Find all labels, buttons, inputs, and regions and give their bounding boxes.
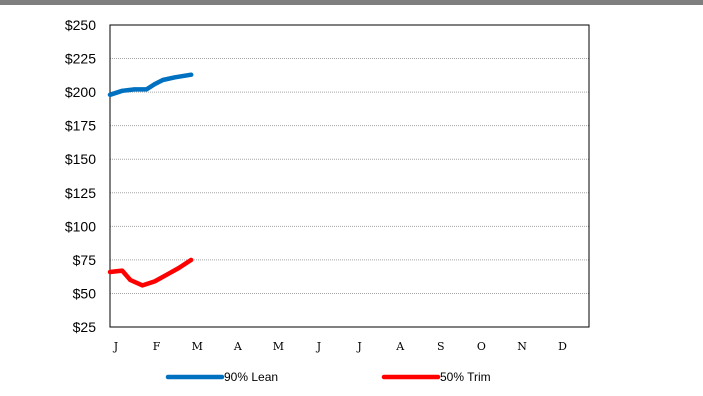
legend-label: 90% Lean xyxy=(224,370,278,384)
plot-area-frame xyxy=(109,24,590,328)
x-tick-label: S xyxy=(437,340,445,353)
top-border-bar xyxy=(0,0,703,5)
y-tick-label: $175 xyxy=(65,118,96,134)
x-tick-label: J xyxy=(113,340,118,353)
series-lines xyxy=(107,72,194,288)
y-tick-label: $150 xyxy=(65,151,96,167)
x-tick-label: D xyxy=(558,340,567,353)
legend-label: 50% Trim xyxy=(440,370,491,384)
y-tick-label: $250 xyxy=(65,17,96,33)
x-tick-label: J xyxy=(356,340,361,353)
x-tick-label: N xyxy=(517,340,527,353)
x-tick-label: M xyxy=(273,340,284,353)
legend: 90% Lean 50% Trim xyxy=(165,370,491,384)
y-tick-label: $75 xyxy=(73,252,97,268)
x-tick-label: A xyxy=(395,340,405,353)
y-axis-tick-labels: $250 $225 $200 $175 $150 $125 $100 $75 $50 $25 xyxy=(65,17,96,335)
gridlines xyxy=(110,58,589,294)
y-tick-label: $25 xyxy=(73,319,97,335)
y-tick-label: $125 xyxy=(65,185,96,201)
y-tick-label: $200 xyxy=(65,84,96,100)
series-line-trim xyxy=(107,257,194,288)
x-tick-label: O xyxy=(477,340,486,353)
x-tick-label: F xyxy=(153,340,161,353)
series-line-lean xyxy=(107,72,194,98)
x-tick-label: M xyxy=(192,340,203,353)
y-tick-label: $225 xyxy=(65,51,96,67)
x-tick-label: A xyxy=(233,340,243,353)
y-tick-label: $50 xyxy=(73,285,97,301)
x-tick-label: J xyxy=(316,340,321,353)
y-tick-label: $100 xyxy=(65,218,96,234)
